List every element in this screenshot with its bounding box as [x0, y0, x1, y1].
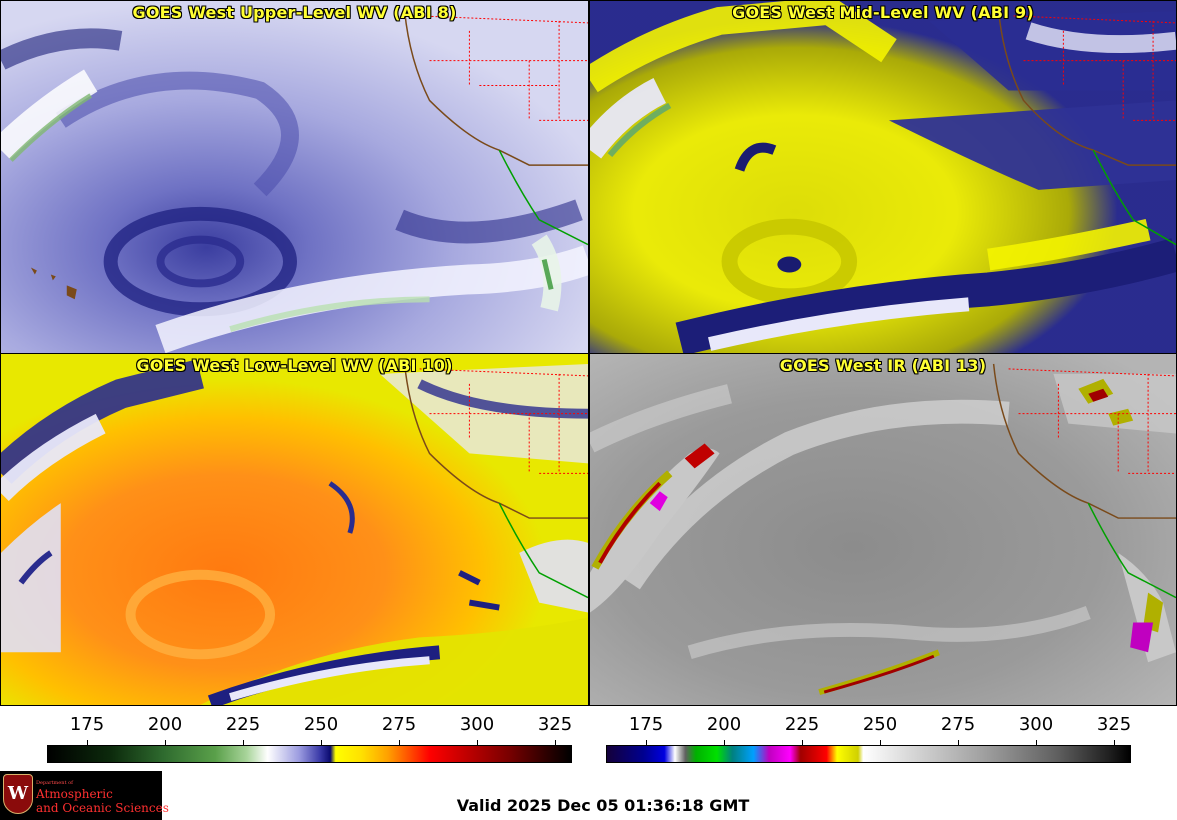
- scale-tick-label: 300: [459, 714, 495, 735]
- upper-level-wv-image: [1, 1, 588, 353]
- right-scale-ticks: 175 200 225 250 275 300 325: [589, 712, 1177, 736]
- mid-level-wv-panel: GOES West Mid-Level WV (ABI 9): [589, 0, 1177, 354]
- scale-tick-mark: [1036, 740, 1037, 746]
- scale-tick-mark: [880, 740, 881, 746]
- aos-logo: W Department of Atmospheric and Oceanic …: [0, 771, 169, 820]
- scale-tick-mark: [87, 740, 88, 746]
- scale-tick-mark: [165, 740, 166, 746]
- logo-line-1: Atmospheric: [36, 787, 113, 801]
- uw-seal-icon: W: [3, 774, 33, 814]
- scale-tick-mark: [724, 740, 725, 746]
- wv-color-bar: [47, 745, 572, 763]
- scale-tick-mark: [646, 740, 647, 746]
- panel-title: GOES West IR (ABI 13): [779, 356, 987, 375]
- scale-tick-label: 175: [69, 714, 105, 735]
- ir-color-bar: [606, 745, 1131, 763]
- scale-tick-label: 225: [225, 714, 261, 735]
- logo-department-text: Department of: [36, 780, 73, 786]
- mid-level-wv-image: [590, 1, 1176, 353]
- scale-tick-mark: [802, 740, 803, 746]
- scale-tick-mark: [243, 740, 244, 746]
- upper-level-wv-panel: GOES West Upper-Level WV (ABI 8): [0, 0, 589, 354]
- valid-time: Valid 2025 Dec 05 01:36:18 GMT: [456, 796, 750, 815]
- low-level-wv-image: [1, 354, 588, 705]
- scale-tick-label: 175: [628, 714, 664, 735]
- panel-title: GOES West Mid-Level WV (ABI 9): [732, 3, 1034, 22]
- infrared-panel: GOES West IR (ABI 13): [589, 353, 1177, 706]
- scale-tick-label: 275: [381, 714, 417, 735]
- right-color-scale: 175 200 225 250 275 300 325: [589, 712, 1177, 778]
- scale-tick-mark: [958, 740, 959, 746]
- left-color-scale: 175 200 225 250 275 300 325: [0, 712, 589, 778]
- scale-tick-label: 325: [1096, 714, 1132, 735]
- panel-title: GOES West Upper-Level WV (ABI 8): [132, 3, 457, 22]
- infrared-image: [590, 354, 1176, 705]
- scale-tick-label: 325: [537, 714, 573, 735]
- panel-title: GOES West Low-Level WV (ABI 10): [136, 356, 453, 375]
- scale-tick-label: 250: [303, 714, 339, 735]
- scale-tick-label: 300: [1018, 714, 1054, 735]
- scale-tick-mark: [477, 740, 478, 746]
- low-level-wv-panel: GOES West Low-Level WV (ABI 10): [0, 353, 589, 706]
- scale-tick-label: 200: [706, 714, 742, 735]
- scale-tick-label: 200: [147, 714, 183, 735]
- scale-tick-mark: [1114, 740, 1115, 746]
- scale-tick-mark: [321, 740, 322, 746]
- logo-line-2: and Oceanic Sciences: [36, 801, 169, 815]
- scale-tick-mark: [399, 740, 400, 746]
- scale-tick-label: 250: [862, 714, 898, 735]
- left-scale-ticks: 175 200 225 250 275 300 325: [0, 712, 589, 736]
- scale-tick-label: 225: [784, 714, 820, 735]
- scale-tick-mark: [555, 740, 556, 746]
- scale-tick-label: 275: [940, 714, 976, 735]
